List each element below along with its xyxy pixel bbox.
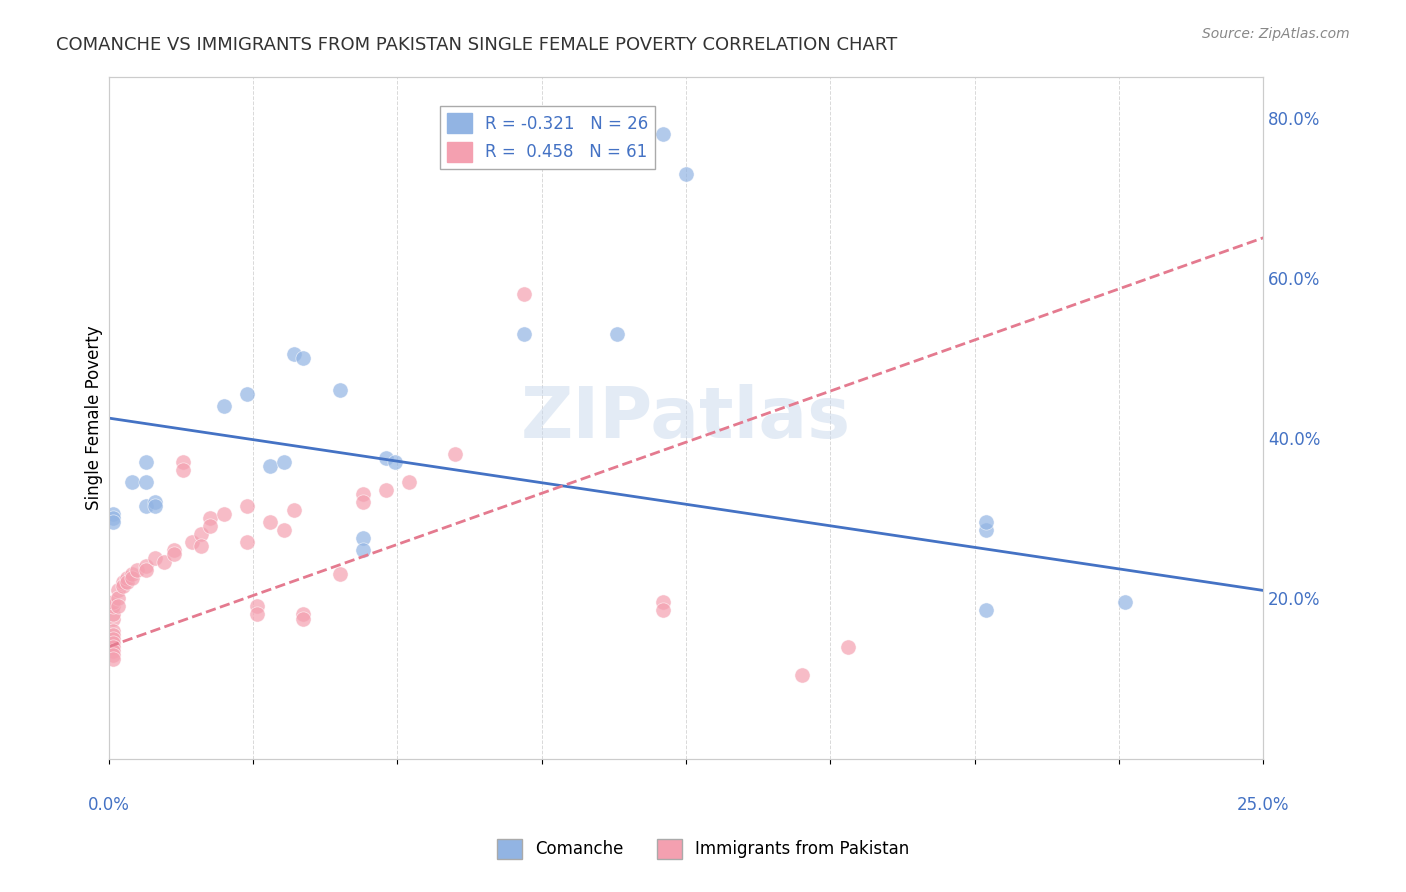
- Text: Source: ZipAtlas.com: Source: ZipAtlas.com: [1202, 27, 1350, 41]
- Point: [214, 508, 236, 522]
- Text: ZIPatlas: ZIPatlas: [522, 384, 851, 452]
- Point: [513, 326, 536, 341]
- Point: [259, 459, 281, 474]
- Point: [111, 579, 134, 593]
- Point: [135, 475, 157, 490]
- Point: [172, 463, 194, 477]
- Point: [135, 563, 157, 577]
- Point: [103, 595, 125, 609]
- Point: [513, 286, 536, 301]
- Point: [117, 575, 139, 590]
- Point: [236, 387, 259, 401]
- Point: [259, 516, 281, 530]
- Point: [652, 603, 675, 617]
- Point: [974, 516, 997, 530]
- Point: [103, 643, 125, 657]
- Point: [246, 599, 269, 614]
- Point: [1114, 595, 1136, 609]
- Point: [103, 651, 125, 665]
- Point: [352, 543, 374, 558]
- Point: [236, 535, 259, 549]
- Legend: Comanche, Immigrants from Pakistan: Comanche, Immigrants from Pakistan: [491, 832, 915, 866]
- Point: [352, 487, 374, 501]
- Point: [103, 508, 125, 522]
- Point: [837, 640, 859, 654]
- Point: [135, 559, 157, 574]
- Point: [103, 611, 125, 625]
- Point: [974, 603, 997, 617]
- Point: [291, 611, 314, 625]
- Point: [103, 516, 125, 530]
- Point: [103, 599, 125, 614]
- Point: [143, 495, 166, 509]
- Point: [135, 455, 157, 469]
- Point: [329, 383, 352, 397]
- Point: [107, 583, 129, 598]
- Point: [103, 627, 125, 641]
- Point: [291, 607, 314, 622]
- Point: [652, 595, 675, 609]
- Point: [374, 451, 396, 466]
- Point: [121, 571, 143, 585]
- Point: [143, 500, 166, 514]
- Point: [125, 563, 148, 577]
- Point: [190, 527, 212, 541]
- Point: [273, 455, 295, 469]
- Point: [374, 483, 396, 498]
- Point: [103, 632, 125, 646]
- Point: [398, 475, 420, 490]
- Point: [162, 548, 184, 562]
- Point: [329, 567, 352, 582]
- Point: [444, 447, 467, 461]
- Point: [246, 607, 269, 622]
- Point: [214, 399, 236, 413]
- Point: [606, 326, 628, 341]
- Text: COMANCHE VS IMMIGRANTS FROM PAKISTAN SINGLE FEMALE POVERTY CORRELATION CHART: COMANCHE VS IMMIGRANTS FROM PAKISTAN SIN…: [56, 36, 897, 54]
- Point: [117, 571, 139, 585]
- Point: [384, 455, 406, 469]
- Point: [181, 535, 204, 549]
- Point: [352, 495, 374, 509]
- Point: [790, 667, 813, 681]
- Text: 0.0%: 0.0%: [89, 797, 129, 814]
- Text: 25.0%: 25.0%: [1237, 797, 1289, 814]
- Point: [974, 524, 997, 538]
- Point: [273, 524, 295, 538]
- Point: [652, 127, 675, 141]
- Point: [675, 167, 697, 181]
- Point: [111, 575, 134, 590]
- Point: [352, 532, 374, 546]
- Point: [200, 511, 222, 525]
- Point: [103, 511, 125, 525]
- Point: [103, 624, 125, 638]
- Legend: R = -0.321   N = 26, R =  0.458   N = 61: R = -0.321 N = 26, R = 0.458 N = 61: [440, 106, 655, 169]
- Point: [107, 591, 129, 606]
- Point: [135, 500, 157, 514]
- Point: [236, 500, 259, 514]
- Point: [107, 599, 129, 614]
- Point: [190, 540, 212, 554]
- Point: [121, 567, 143, 582]
- Point: [200, 519, 222, 533]
- Point: [291, 351, 314, 365]
- Point: [283, 503, 305, 517]
- Point: [103, 635, 125, 649]
- Point: [121, 475, 143, 490]
- Point: [143, 551, 166, 566]
- Point: [172, 455, 194, 469]
- Point: [103, 640, 125, 654]
- Y-axis label: Single Female Poverty: Single Female Poverty: [86, 326, 103, 510]
- Point: [103, 607, 125, 622]
- Point: [162, 543, 184, 558]
- Point: [103, 648, 125, 662]
- Point: [283, 347, 305, 361]
- Point: [153, 555, 176, 569]
